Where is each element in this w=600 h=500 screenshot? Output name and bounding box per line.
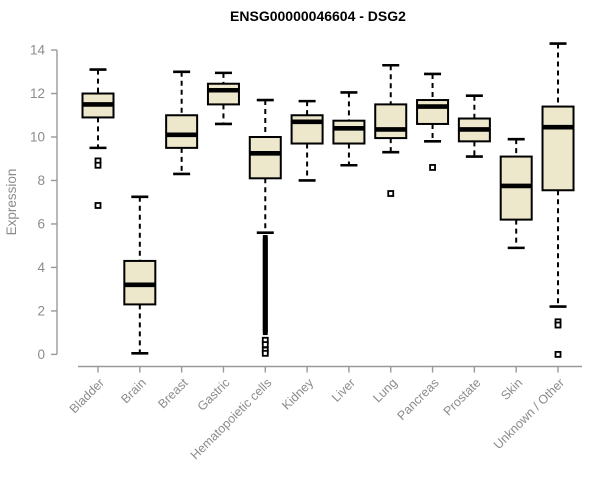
iqr-box [416,99,450,125]
box-group-breast [165,70,199,176]
outlier-point [387,190,395,197]
iqr-box [165,114,199,149]
box-group-lung [374,63,408,197]
box-group-skin [499,137,533,250]
iqr-box [541,105,575,192]
y-tick-label: 10 [30,130,45,145]
y-axis: 0 2 4 6 8 10 12 14 [30,43,58,362]
outlier-point [429,164,436,171]
x-tick-label: Liver [329,376,358,405]
box-group-pancreas [416,72,450,171]
outlier-point [554,350,562,358]
y-axis-label: Expression [4,169,19,236]
box-group-bladder [81,68,115,209]
x-tick-label: Unknown / Other [491,376,567,452]
x-tick-label: Brain [118,376,149,407]
box-group-unknown-other [541,42,575,358]
y-tick-label: 0 [37,347,45,362]
y-tick-label: 4 [37,260,45,275]
iqr-box [248,136,282,180]
outlier-point [94,202,102,209]
box-group-hematopoietic-cells [248,98,282,357]
y-tick-label: 6 [37,216,45,231]
x-tick-label: Hematopoietic cells [188,376,275,463]
y-tick-label: 12 [30,86,45,101]
y-tick-label: 8 [37,173,45,188]
x-tick-label: Breast [155,375,191,411]
box-group-kidney [290,99,324,182]
chart-title: ENSG00000046604 - DSG2 [230,8,406,24]
box-group-prostate [457,94,491,158]
x-tick-label: Pancreas [394,376,441,423]
outlier-point [261,349,269,357]
x-tick-label: Kidney [279,375,316,412]
iqr-box [374,103,408,140]
y-tick-label: 2 [37,303,45,318]
x-tick-label: Bladder [67,376,107,416]
outlier-point [554,321,562,329]
iqr-box [332,119,366,145]
boxes-layer [81,42,575,358]
iqr-box [206,82,240,106]
x-tick-label: Gastric [195,376,233,414]
x-tick-label: Prostate [441,376,484,419]
outlier-point [261,341,269,349]
outlier-point [262,235,268,240]
x-tick-label: Skin [498,376,525,403]
box-group-liver [332,91,366,167]
box-group-gastric [206,71,240,126]
outlier-point [94,161,102,169]
y-tick-label: 14 [30,43,46,58]
box-group-brain [123,195,157,355]
x-tick-label: Lung [370,376,400,406]
